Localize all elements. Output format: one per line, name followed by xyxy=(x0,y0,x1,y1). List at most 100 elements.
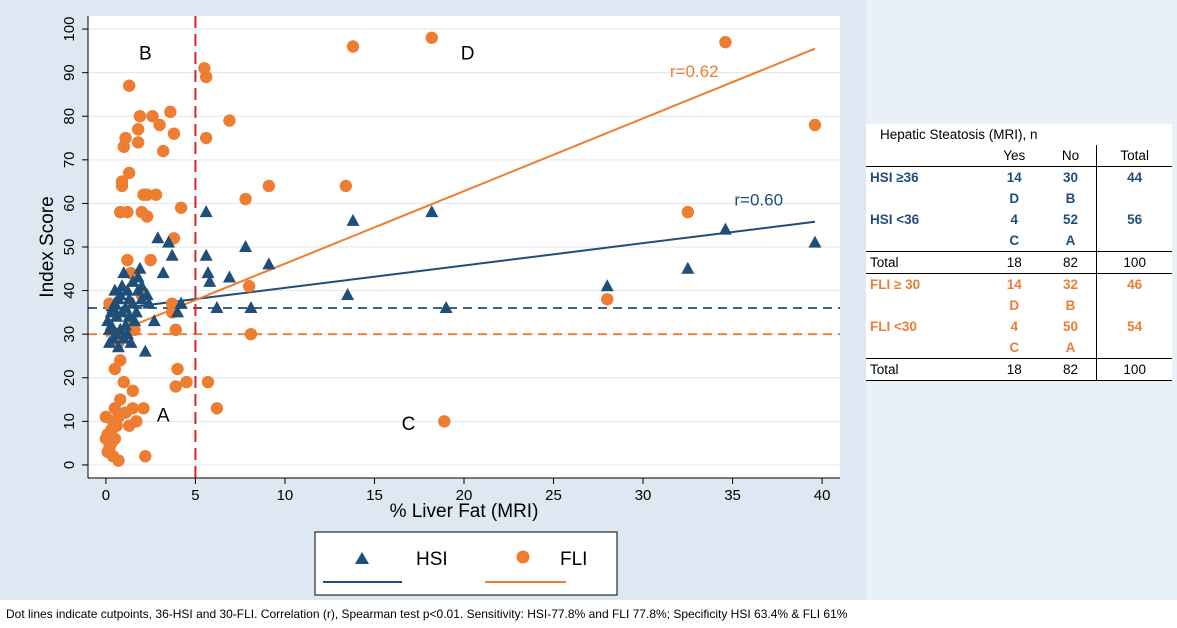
cell-total: 44 xyxy=(1096,166,1172,188)
hsi-point xyxy=(341,287,355,300)
y-tick-label: 100 xyxy=(61,17,78,42)
cell-total xyxy=(1096,188,1172,209)
fli-point xyxy=(425,31,438,44)
fli-fit-line xyxy=(105,47,816,338)
hsi-point xyxy=(124,335,138,348)
y-tick-label: 30 xyxy=(61,326,78,343)
x-tick-label: 35 xyxy=(724,487,741,504)
cell-yes: 18 xyxy=(983,358,1045,381)
fli-point xyxy=(346,40,360,53)
cell-total: 100 xyxy=(1096,358,1172,381)
fli-point xyxy=(122,166,136,180)
fli-point xyxy=(165,297,179,310)
cell-no: 82 xyxy=(1044,358,1097,381)
table-header-row: Yes No Total xyxy=(866,145,1172,167)
y-tick-label: 40 xyxy=(61,282,78,299)
fli-point xyxy=(157,144,170,158)
cell-yes: 4 xyxy=(1010,212,1019,227)
y-tick-label: 80 xyxy=(61,108,78,125)
fli-point xyxy=(171,362,184,376)
hsi-point xyxy=(120,283,134,296)
fli-point xyxy=(242,280,256,293)
fli-point xyxy=(126,402,139,415)
chart-labels: B D A Cr=0.60 r=0.62 xyxy=(139,44,783,435)
legend-fli-marker xyxy=(516,550,530,564)
y-tick-label: 0 xyxy=(61,461,78,469)
hsi-point xyxy=(425,205,439,218)
fli-point xyxy=(112,454,125,467)
table-row: Total 18 82 100 xyxy=(866,358,1172,381)
fli-point xyxy=(223,114,236,127)
fli-point xyxy=(133,110,147,123)
header-yes: Yes xyxy=(983,145,1045,167)
hsi-point xyxy=(346,213,360,226)
hsi-r-label: r=0.60 xyxy=(734,191,783,210)
contingency-table: Hepatic Steatosis (MRI), n Yes No Total … xyxy=(866,124,1172,381)
cell-no: B xyxy=(1065,191,1076,206)
fli-point xyxy=(108,432,122,445)
hsi-point xyxy=(142,296,156,309)
cell-total xyxy=(1096,337,1172,359)
fli-point xyxy=(140,210,154,223)
cell-no: A xyxy=(1065,340,1076,355)
fli-point xyxy=(164,105,177,119)
hsi-point xyxy=(201,266,215,279)
fli-point xyxy=(262,179,276,193)
fli-point xyxy=(239,192,252,206)
hsi-point xyxy=(199,248,213,261)
x-tick-label: 0 xyxy=(102,487,110,504)
fli-point xyxy=(131,123,145,136)
row-label: HSI ≥36 xyxy=(870,170,919,185)
fli-point xyxy=(719,35,732,49)
row-label xyxy=(866,337,984,359)
hsi-point xyxy=(600,279,614,292)
hsi-point xyxy=(171,305,185,318)
cell-no: 50 xyxy=(1063,319,1079,334)
legend-fli-label: FLI xyxy=(560,549,587,570)
footnote: Dot lines indicate cutpoints, 36-HSI and… xyxy=(6,607,848,621)
fli-point xyxy=(126,384,139,398)
header-total: Total xyxy=(1096,145,1172,167)
fli-point xyxy=(117,375,131,389)
cell-yes: 4 xyxy=(1010,319,1019,334)
x-tick-label: 40 xyxy=(814,487,831,504)
cell-total xyxy=(1096,230,1172,252)
fli-point xyxy=(115,175,129,188)
hsi-point xyxy=(162,235,176,248)
hsi-point xyxy=(128,314,142,327)
fli-point xyxy=(144,253,157,267)
row-label xyxy=(866,188,984,209)
fli-point xyxy=(139,450,152,463)
cell-no: 32 xyxy=(1063,277,1079,292)
cell-no: B xyxy=(1065,298,1076,313)
hsi-point xyxy=(126,296,140,309)
hsi-point xyxy=(151,231,165,244)
hsi-point xyxy=(439,301,453,314)
hsi-point xyxy=(113,287,127,300)
hsi-point xyxy=(244,301,258,314)
cell-total: 100 xyxy=(1096,251,1172,274)
hsi-point xyxy=(129,305,143,318)
hsi-point xyxy=(119,318,133,331)
fli-point xyxy=(339,179,353,193)
fli-point xyxy=(130,415,143,428)
x-tick-label: 25 xyxy=(545,487,562,504)
quadrant-label: A xyxy=(157,405,170,426)
y-tick-label: 60 xyxy=(61,195,78,212)
fit-lines xyxy=(105,47,816,338)
row-label: FLI <30 xyxy=(870,319,917,334)
x-axis-title: % Liver Fat (MRI) xyxy=(390,501,539,522)
hsi-point xyxy=(718,222,732,235)
hsi-point xyxy=(138,344,152,357)
hsi-point xyxy=(133,261,147,274)
table-row: FLI ≥ 30 14 32 46 xyxy=(866,273,1172,295)
fli-point xyxy=(114,354,127,367)
fli-point xyxy=(601,293,614,306)
hsi-point xyxy=(140,287,154,300)
hsi-point xyxy=(131,270,145,283)
legend-hsi-label: HSI xyxy=(416,549,448,570)
row-label: HSI <36 xyxy=(870,212,920,227)
